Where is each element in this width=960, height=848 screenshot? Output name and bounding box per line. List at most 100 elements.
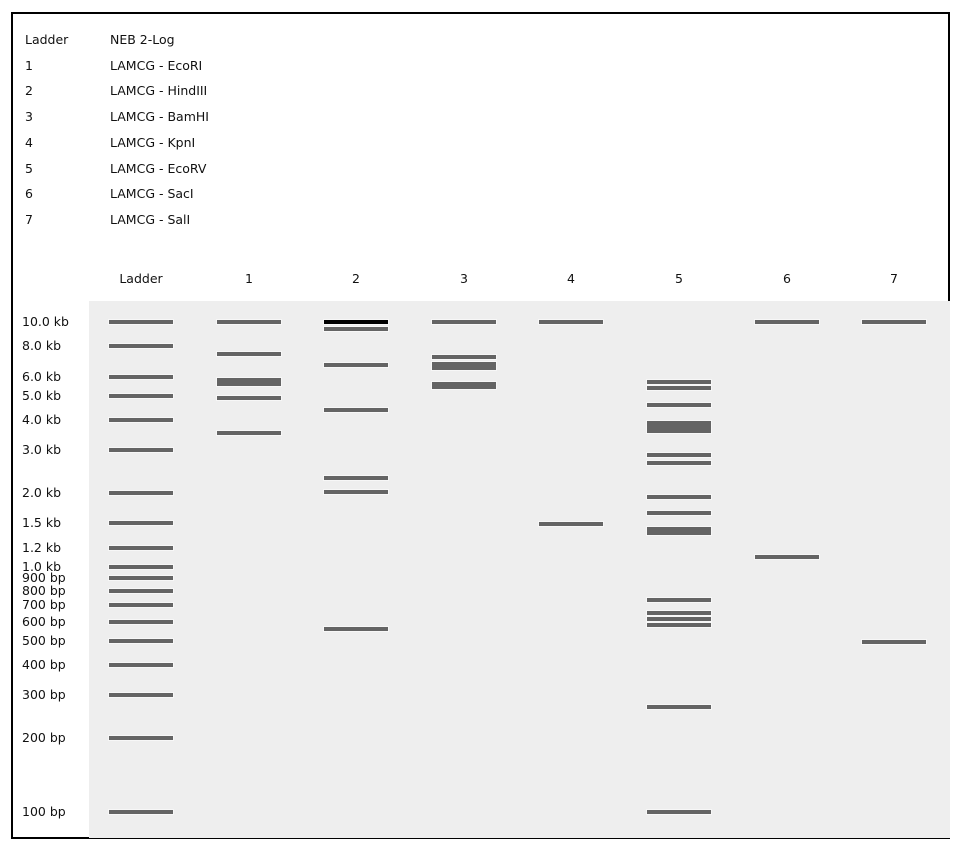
dna-band-lane-3	[432, 362, 496, 370]
legend-sample-name: LAMCG - EcoRI	[110, 57, 203, 73]
legend-lane-key: 2	[25, 83, 33, 99]
legend-lane-key: Ladder	[25, 32, 69, 47]
dna-band-lane-4	[539, 522, 603, 526]
legend-sample-name: LAMCG - SalI	[110, 211, 191, 227]
size-marker-label: 200 bp	[22, 730, 66, 745]
legend-lane-key: 6	[25, 186, 33, 202]
size-marker-label: 1.2 kb	[22, 540, 62, 555]
dna-band-lane-5	[647, 495, 711, 499]
legend-lane-key: 3	[25, 109, 33, 125]
gel-figure-frame: Ladder NEB 2-Log 1 LAMCG - EcoRI 2 LAMCG - Hi…	[11, 12, 950, 839]
size-marker-label: 800 bp	[22, 583, 66, 598]
dna-band-lane-1	[217, 378, 281, 386]
dna-band-lane-ladder	[109, 344, 173, 348]
dna-band-lane-7	[862, 640, 926, 644]
dna-band-lane-ladder	[109, 663, 173, 667]
dna-band-lane-3	[432, 381, 496, 389]
legend-sample-name: LAMCG - EcoRV	[110, 160, 207, 176]
dna-band-lane-5	[647, 386, 711, 390]
dna-band-lane-ladder	[109, 589, 173, 593]
dna-band-lane-5	[647, 403, 711, 407]
dna-band-lane-ladder	[109, 320, 173, 324]
lane-header: 7	[890, 271, 898, 286]
dna-band-lane-6	[755, 320, 819, 324]
dna-band-lane-ladder	[109, 565, 173, 569]
size-marker-label: 5.0 kb	[22, 388, 62, 403]
dna-band-lane-5	[647, 598, 711, 602]
dna-band-lane-5	[647, 617, 711, 621]
dna-band-lane-ladder	[109, 448, 173, 452]
dna-band-lane-ladder	[109, 810, 173, 814]
dna-band-lane-ladder	[109, 736, 173, 740]
legend-lane-key: 7	[25, 211, 33, 227]
legend-lane-key: 5	[25, 160, 33, 176]
lane-header: 3	[460, 271, 468, 286]
dna-band-lane-ladder	[109, 576, 173, 580]
dna-band-lane-2	[324, 627, 388, 631]
size-marker-label: 400 bp	[22, 657, 66, 672]
dna-band-lane-ladder	[109, 546, 173, 550]
legend-sample-name: NEB 2-Log	[110, 32, 175, 47]
dna-band-lane-7	[862, 320, 926, 324]
dna-band-lane-ladder	[109, 418, 173, 422]
size-marker-label: 100 bp	[22, 804, 66, 819]
dna-band-lane-5	[647, 527, 711, 535]
dna-band-lane-5	[647, 380, 711, 384]
size-marker-label: 300 bp	[22, 687, 66, 702]
dna-band-lane-5	[647, 611, 711, 615]
size-marker-label: 8.0 kb	[22, 338, 62, 353]
dna-band-lane-3	[432, 320, 496, 324]
size-marker-label: 1.5 kb	[22, 515, 62, 530]
size-marker-label: 10.0 kb	[22, 314, 69, 329]
dna-band-lane-1	[217, 352, 281, 356]
legend-sample-name: LAMCG - SacI	[110, 186, 194, 202]
size-marker-label: 700 bp	[22, 597, 66, 612]
size-marker-label: 2.0 kb	[22, 485, 62, 500]
size-marker-label: 600 bp	[22, 614, 66, 629]
dna-band-lane-2	[324, 363, 388, 367]
legend-sample-name: LAMCG - BamHI	[110, 109, 209, 125]
legend-lane-key: 1	[25, 57, 33, 73]
dna-band-lane-2	[324, 476, 388, 480]
lane-header: Ladder	[119, 271, 163, 286]
dna-band-lane-2	[324, 320, 388, 324]
lane-header: 5	[675, 271, 683, 286]
lane-header: 6	[783, 271, 791, 286]
dna-band-lane-2	[324, 490, 388, 494]
dna-band-lane-1	[217, 320, 281, 324]
dna-band-lane-ladder	[109, 521, 173, 525]
dna-band-lane-2	[324, 327, 388, 331]
dna-band-lane-ladder	[109, 639, 173, 643]
size-marker-label: 4.0 kb	[22, 412, 62, 427]
legend-sample-name: LAMCG - KpnI	[110, 134, 196, 150]
dna-band-lane-5	[647, 453, 711, 457]
dna-band-lane-1	[217, 396, 281, 400]
legend-lane-key: 4	[25, 134, 33, 150]
dna-band-lane-5	[647, 810, 711, 814]
size-marker-label: 6.0 kb	[22, 369, 62, 384]
dna-band-lane-5	[647, 623, 711, 627]
legend-sample-name: LAMCG - HindIII	[110, 83, 208, 99]
lane-header: 4	[567, 271, 575, 286]
dna-band-lane-ladder	[109, 491, 173, 495]
gel-area	[89, 301, 950, 838]
dna-band-lane-ladder	[109, 394, 173, 398]
dna-band-lane-5	[647, 705, 711, 709]
dna-band-lane-5	[647, 421, 711, 433]
dna-band-lane-1	[217, 431, 281, 435]
dna-band-lane-3	[432, 355, 496, 359]
dna-band-lane-2	[324, 408, 388, 412]
dna-band-lane-5	[647, 511, 711, 515]
dna-band-lane-ladder	[109, 375, 173, 379]
dna-band-lane-5	[647, 461, 711, 465]
size-marker-label: 900 bp	[22, 570, 66, 585]
size-marker-label: 1.0 kb	[22, 559, 62, 574]
dna-band-lane-ladder	[109, 620, 173, 624]
lane-header: 1	[245, 271, 253, 286]
dna-band-lane-ladder	[109, 693, 173, 697]
dna-band-lane-ladder	[109, 603, 173, 607]
size-marker-label: 500 bp	[22, 633, 66, 648]
lane-header: 2	[352, 271, 360, 286]
dna-band-lane-6	[755, 555, 819, 559]
size-marker-label: 3.0 kb	[22, 442, 62, 457]
